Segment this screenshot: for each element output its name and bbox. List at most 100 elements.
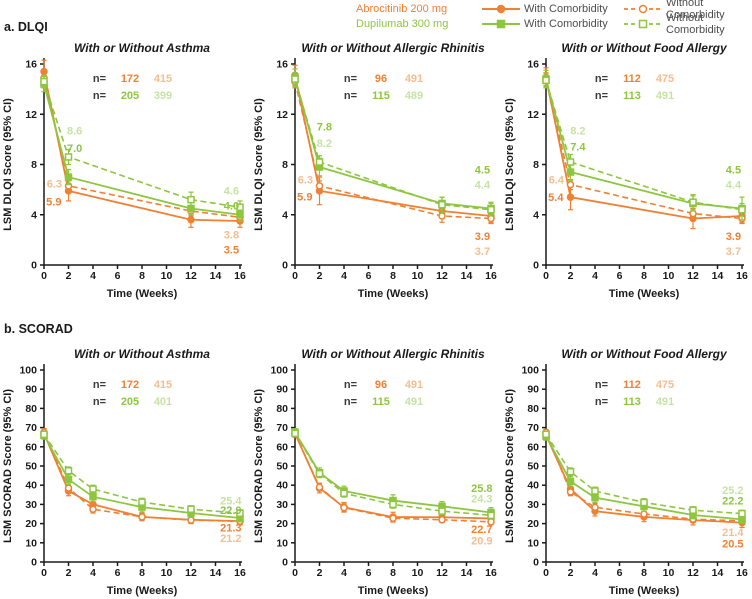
y-tick-label: 60 xyxy=(25,441,37,453)
y-tick-label: 100 xyxy=(270,365,288,377)
y-tick-label: 80 xyxy=(527,403,539,415)
value-label: 3.9 xyxy=(726,231,741,243)
value-label: 22.7 xyxy=(471,524,492,536)
x-tick-label: 6 xyxy=(617,270,623,282)
n-value-without: 401 xyxy=(154,396,172,408)
marker-dupilumab-without xyxy=(236,203,244,211)
x-tick-label: 2 xyxy=(317,270,323,282)
marker-dupilumab-without xyxy=(40,77,48,86)
n-value-without: 491 xyxy=(405,379,423,391)
x-tick-label: 2 xyxy=(317,567,323,579)
y-tick-label: 40 xyxy=(527,480,539,492)
value-label: 20.9 xyxy=(471,536,492,548)
value-label: 6.4 xyxy=(549,174,565,186)
x-tick-label: 4 xyxy=(592,270,598,282)
n-equals-label: n= xyxy=(93,396,106,408)
value-label: 3.8 xyxy=(224,230,239,242)
n-equals-label: n= xyxy=(93,379,106,391)
n-value-with: 205 xyxy=(121,396,139,408)
circle-marker-icon xyxy=(496,4,506,14)
y-tick-label: 8 xyxy=(533,159,539,171)
marker-dupilumab-without xyxy=(315,158,324,166)
y-tick-label: 8 xyxy=(31,159,37,171)
y-tick-label: 0 xyxy=(282,260,288,272)
marker-dupilumab-without xyxy=(64,467,73,475)
chart-dlqi-food-allergy: With or Without Food Allergy 0 4 8 12 16 0 2 4 6 8… xyxy=(504,41,748,300)
marker-dupilumab-without xyxy=(689,506,697,514)
n-value-without: 415 xyxy=(154,73,172,85)
chart-scorad-food-allergy: With or Without Food Allergy010203040506… xyxy=(504,347,748,597)
x-tick-label: 14 xyxy=(712,567,724,579)
value-label: 7.0 xyxy=(67,143,82,155)
n-equals-label: n= xyxy=(595,379,608,391)
axes xyxy=(294,364,493,563)
y-tick-label: 16 xyxy=(25,59,37,71)
x-tick-label: 10 xyxy=(663,567,675,579)
value-label: 4.0 xyxy=(224,201,239,213)
y-tick-label: 40 xyxy=(276,480,288,492)
n-equals-label: n= xyxy=(595,73,608,85)
x-axis-title: Time (Weeks) xyxy=(358,288,429,300)
marker-abrocitinib-without xyxy=(389,514,397,522)
x-tick-label: 10 xyxy=(161,270,173,282)
x-tick-label: 8 xyxy=(139,567,145,579)
marker-dupilumab-with xyxy=(64,173,73,181)
n-value-with: 113 xyxy=(623,90,641,102)
legend-label-with-comorbidity: With Comorbidity xyxy=(524,2,608,15)
x-tick-label: 4 xyxy=(90,567,96,579)
x-tick-label: 12 xyxy=(687,567,699,579)
square-marker-icon xyxy=(638,19,648,29)
x-tick-label: 0 xyxy=(292,270,298,282)
n-value-with: 115 xyxy=(372,90,390,102)
x-tick-label: 0 xyxy=(41,567,47,579)
axes xyxy=(294,58,493,266)
line-dupilumab-without xyxy=(43,433,241,515)
marker-dupilumab-without xyxy=(542,430,550,439)
legend-label-with-comorbidity: With Comorbidity xyxy=(524,17,608,30)
line-abrocitinib-without xyxy=(545,78,743,220)
x-tick-label: 4 xyxy=(592,567,598,579)
x-axis-title: Time (Weeks) xyxy=(107,585,178,597)
line-dupilumab-without xyxy=(294,432,492,517)
y-tick-label: 60 xyxy=(527,441,539,453)
y-tick-label: 4 xyxy=(533,209,539,221)
value-label: 25.2 xyxy=(722,485,743,497)
y-tick-label: 4 xyxy=(31,209,37,221)
y-tick-label: 50 xyxy=(527,461,539,473)
y-tick-label: 0 xyxy=(533,260,539,272)
y-tick-label: 20 xyxy=(25,518,37,530)
chart-dlqi-allergic-rhinitis: With or Without Allergic Rhinitis 0 4 8 12 16… xyxy=(253,41,497,300)
x-tick-label: 0 xyxy=(543,567,549,579)
chart-title: With or Without Food Allergy xyxy=(561,347,728,361)
y-tick-label: 40 xyxy=(25,480,37,492)
marker-abrocitinib-without xyxy=(566,180,575,189)
x-axis-title: Time (Weeks) xyxy=(107,288,178,300)
y-tick-label: 8 xyxy=(282,159,288,171)
n-value-with: 205 xyxy=(121,90,139,102)
y-tick-label: 60 xyxy=(276,441,288,453)
x-tick-label: 6 xyxy=(366,567,372,579)
marker-dupilumab-without xyxy=(487,205,495,214)
axes xyxy=(43,58,242,266)
value-label: 25.8 xyxy=(471,483,492,495)
n-value-without: 399 xyxy=(154,90,172,102)
line-dupilumab-with xyxy=(294,77,492,210)
y-tick-label: 70 xyxy=(276,422,288,434)
x-axis-title: Time (Weeks) xyxy=(609,585,680,597)
y-axis-title: LSM SCORAD Score (95% CI) xyxy=(253,389,265,543)
legend-row-abrocitinib: Abrocitinib 200 mg With Comorbidity With… xyxy=(356,0,752,21)
marker-dupilumab-without xyxy=(187,195,195,204)
n-equals-label: n= xyxy=(344,90,357,102)
section-label-scorad: b. SCORAD xyxy=(4,322,73,336)
x-tick-label: 12 xyxy=(436,270,448,282)
legend-swatch-dupilumab-with-icon xyxy=(482,19,520,29)
y-tick-label: 0 xyxy=(533,557,539,569)
marker-dupilumab-with xyxy=(64,475,73,484)
value-label: 24.3 xyxy=(471,493,492,505)
marker-abrocitinib-without xyxy=(640,510,648,518)
n-value-without: 475 xyxy=(656,379,674,391)
line-dupilumab-with xyxy=(43,434,241,519)
x-tick-label: 8 xyxy=(139,270,145,282)
value-label: 8.2 xyxy=(317,138,332,150)
value-label: 6.3 xyxy=(298,174,313,186)
